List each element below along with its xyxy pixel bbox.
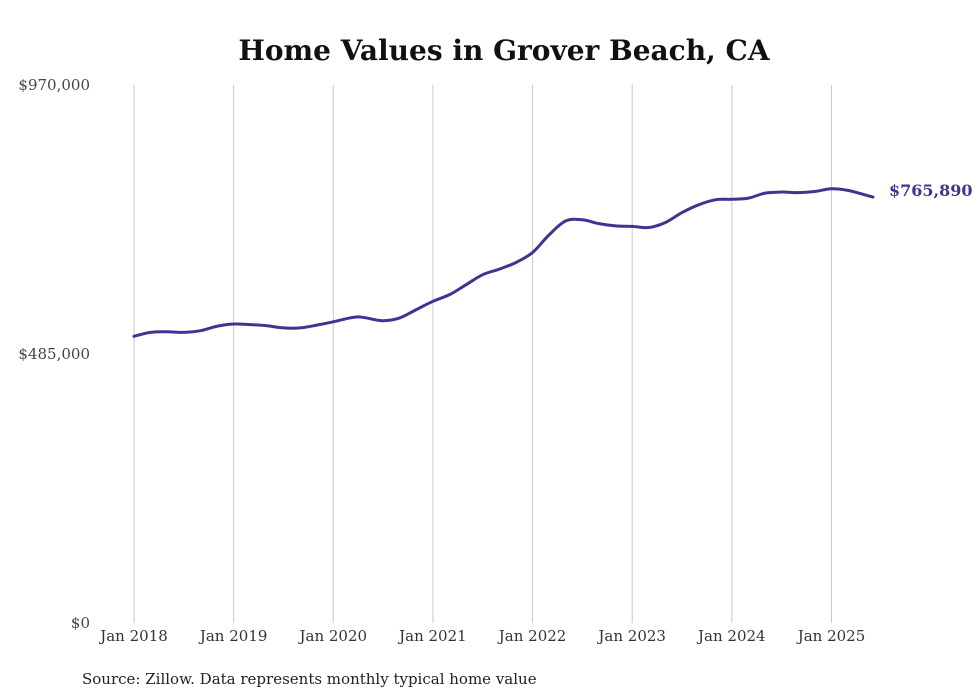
series-line-home-value [132, 187, 875, 338]
x-tick-label: Jan 2019 [198, 627, 268, 645]
y-tick-label: $970,000 [18, 76, 90, 94]
x-tick-label: Jan 2018 [98, 627, 168, 645]
y-axis: $0 $485,000 $970,000 [18, 76, 90, 632]
x-tick-label: Jan 2021 [397, 627, 467, 645]
x-tick-label: Jan 2025 [796, 627, 866, 645]
y-tick-label: $0 [71, 614, 90, 632]
source-note: Source: Zillow. Data represents monthly … [82, 670, 537, 688]
x-tick-label: Jan 2022 [497, 627, 567, 645]
grid-lines [133, 85, 832, 623]
x-tick-label: Jan 2020 [297, 627, 367, 645]
end-value-label: $765,890 [889, 181, 973, 200]
y-tick-label: $485,000 [18, 345, 90, 363]
x-tick-label: Jan 2023 [596, 627, 666, 645]
x-axis: Jan 2018 Jan 2019 Jan 2020 Jan 2021 Jan 2022… [98, 627, 865, 645]
chart-title: Home Values in Grover Beach, CA [238, 34, 770, 67]
x-tick-label: Jan 2024 [696, 627, 766, 645]
